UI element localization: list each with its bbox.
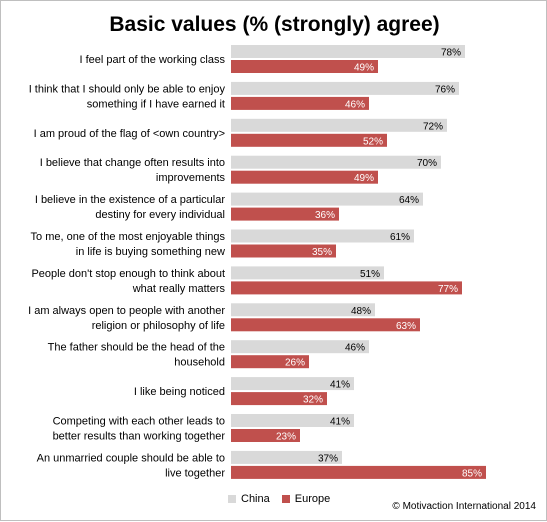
- bar-europe: [231, 318, 420, 332]
- bar-europe: [231, 392, 327, 406]
- category-label: I am proud of the flag of <own country>: [34, 128, 225, 140]
- category-label: I believe in the existence of a particul…: [35, 194, 226, 206]
- bar-europe: [231, 465, 486, 479]
- category-label: To me, one of the most enjoyable things: [31, 231, 226, 243]
- legend-swatch-china: [228, 495, 236, 503]
- data-label-europe: 26%: [285, 358, 305, 369]
- category-label: I think that I should only be able to en…: [29, 83, 226, 95]
- bar-europe: [231, 244, 336, 258]
- bar-china: [231, 303, 375, 317]
- bar-china: [231, 45, 465, 58]
- data-label-china: 37%: [318, 453, 338, 464]
- bar-europe: [231, 60, 378, 73]
- category-label: People don't stop enough to think about: [31, 268, 225, 280]
- category-label: religion or philosophy of life: [92, 320, 225, 332]
- data-label-europe: 85%: [462, 468, 482, 479]
- category-label: household: [174, 357, 225, 369]
- data-label-europe: 35%: [312, 247, 332, 258]
- bar-china: [231, 340, 369, 354]
- data-label-china: 61%: [390, 232, 410, 243]
- legend: China Europe: [228, 493, 342, 505]
- category-label: destiny for every individual: [95, 209, 225, 221]
- bar-china: [231, 266, 384, 280]
- data-label-europe: 36%: [315, 210, 335, 221]
- bar-europe: [231, 96, 369, 110]
- category-label: something if I have earned it: [87, 98, 225, 110]
- data-label-china: 72%: [423, 121, 443, 132]
- legend-item-europe: Europe: [281, 493, 331, 505]
- category-label: I believe that change often results into: [40, 157, 225, 169]
- data-label-europe: 23%: [276, 432, 296, 443]
- category-label: An unmarried couple should be able to: [37, 452, 225, 464]
- category-label: what really matters: [132, 283, 226, 295]
- copyright-note: © Motivaction International 2014: [392, 501, 536, 512]
- bar-europe: [231, 281, 462, 295]
- data-label-china: 46%: [345, 343, 365, 354]
- data-label-china: 48%: [351, 306, 371, 317]
- category-label: Competing with each other leads to: [53, 416, 225, 428]
- category-label: live together: [165, 467, 225, 479]
- data-label-china: 41%: [330, 417, 350, 428]
- data-label-china: 51%: [360, 269, 380, 280]
- bar-china: [231, 155, 441, 169]
- bar-china: [231, 192, 423, 206]
- category-label: I am always open to people with another: [28, 305, 225, 317]
- bar-china: [231, 414, 354, 427]
- data-label-china: 78%: [441, 48, 461, 59]
- category-label: in life is buying something new: [76, 246, 225, 258]
- bar-china: [231, 118, 447, 132]
- bar-europe: [231, 355, 309, 369]
- chart-title: Basic values (% (strongly) agree): [109, 13, 440, 36]
- category-label: I feel part of the working class: [79, 54, 225, 66]
- legend-swatch-europe: [281, 495, 290, 503]
- bar-china: [231, 450, 342, 464]
- data-label-europe: 32%: [303, 395, 323, 406]
- data-label-europe: 63%: [396, 321, 416, 332]
- data-label-china: 41%: [330, 380, 350, 391]
- data-label-europe: 49%: [354, 63, 374, 74]
- data-label-europe: 52%: [363, 136, 383, 147]
- bar-china: [231, 377, 354, 391]
- category-label: The father should be the head of the: [48, 342, 225, 354]
- data-label-china: 64%: [399, 195, 419, 206]
- data-label-europe: 49%: [354, 173, 374, 184]
- data-label-china: 76%: [435, 84, 455, 95]
- category-label: improvements: [156, 172, 226, 184]
- legend-label-china: China: [241, 493, 270, 505]
- bar-europe: [231, 170, 378, 184]
- legend-label-europe: Europe: [294, 493, 331, 505]
- bar-europe: [231, 429, 300, 442]
- bar-europe: [231, 133, 387, 147]
- category-label: better results than working together: [53, 431, 226, 443]
- data-label-china: 70%: [417, 158, 437, 169]
- legend-item-china: China: [228, 493, 270, 505]
- bar-china: [231, 229, 414, 243]
- bar-europe: [231, 207, 339, 221]
- bar-china: [231, 81, 459, 95]
- category-label: I like being noticed: [134, 386, 225, 398]
- data-label-europe: 46%: [345, 99, 365, 110]
- data-label-europe: 77%: [438, 284, 458, 295]
